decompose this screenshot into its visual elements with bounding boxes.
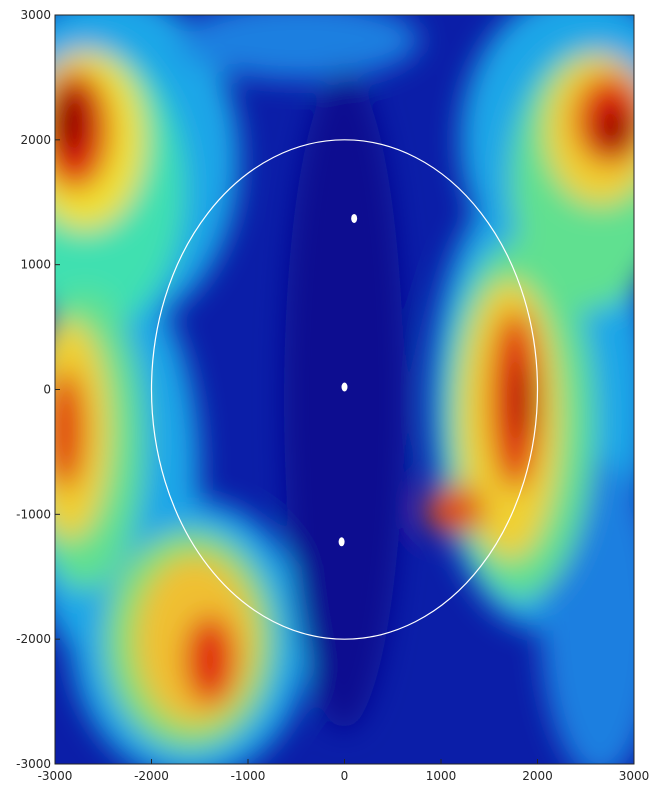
y-tick-label: -1000 [16, 507, 51, 521]
x-tick-label: -3000 [38, 769, 73, 783]
x-tick-label: -2000 [134, 769, 169, 783]
terrain-field [0, 0, 653, 780]
y-tick-label: -3000 [16, 757, 51, 771]
x-tick-label: 1000 [426, 769, 457, 783]
x-tick-label: 0 [341, 769, 349, 783]
point [351, 214, 357, 223]
chart: -3000 -2000 -1000 0 1000 2000 3000 -3000 -2000 -1… [0, 0, 653, 791]
x-tick-label: 3000 [619, 769, 650, 783]
y-tick-label: 0 [43, 383, 51, 397]
point [339, 537, 345, 546]
page: {"chart_data": {"type": "scatter", "colo… [0, 0, 653, 791]
y-tick-label: -2000 [16, 632, 51, 646]
y-tick-label: 1000 [20, 258, 51, 272]
point [342, 383, 348, 392]
x-tick-label: -1000 [231, 769, 266, 783]
y-tick-label: 2000 [20, 133, 51, 147]
y-tick-label: 3000 [20, 8, 51, 22]
x-tick-label: 2000 [522, 769, 553, 783]
